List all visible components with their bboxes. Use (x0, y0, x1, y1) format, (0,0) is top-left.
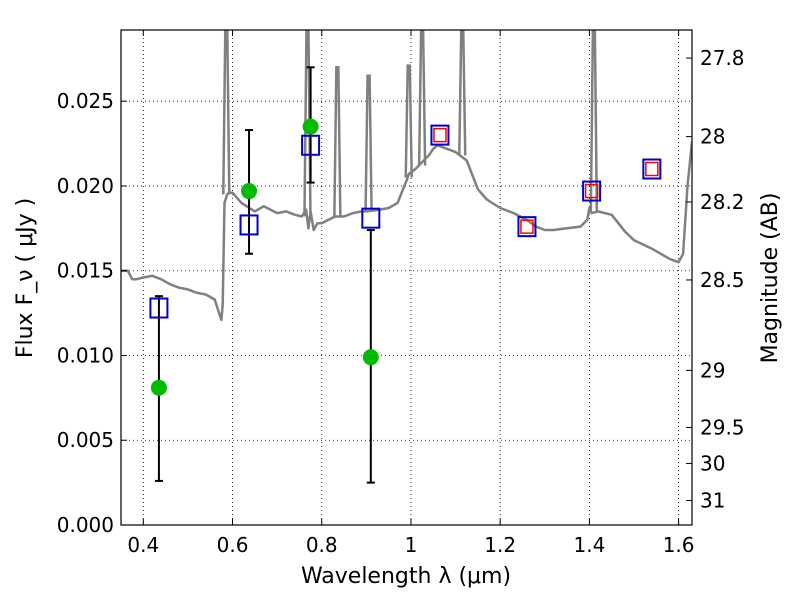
emission-line (333, 66, 342, 217)
mag-tick-label: 29 (700, 358, 725, 382)
grid-lines (121, 30, 692, 526)
emission-line (589, 30, 599, 212)
emission-line (404, 64, 413, 178)
blue-square-point (430, 124, 450, 146)
y-tick-label: 0.025 (57, 89, 114, 113)
blue-square-point (642, 158, 662, 180)
plot-frame (120, 29, 693, 526)
x-tick-label: 1 (405, 533, 418, 557)
y-tick-label: 0.010 (57, 343, 114, 367)
green-data-point (241, 183, 258, 200)
photometry-layer (149, 66, 662, 484)
x-axis-label: Wavelength λ (μm) (301, 564, 511, 589)
emission-line (222, 30, 231, 195)
red-square-point (433, 127, 447, 143)
axis-labels: Wavelength λ (μm) Flux F_ν ( μJy ) Magni… (13, 193, 783, 589)
y-tick-label: 0.020 (57, 174, 114, 198)
mag-tick-label: 28.5 (700, 268, 745, 292)
spectrum-layer (121, 30, 692, 322)
y-tick-label: 0.015 (57, 259, 114, 283)
mag-tick-label: 31 (700, 488, 725, 512)
y-axis-label: Flux F_ν ( μJy ) (13, 198, 38, 358)
x-tick-label: 1.4 (573, 533, 605, 557)
blue-square-point (301, 134, 321, 156)
red-square-point (584, 183, 599, 199)
spectrum-curve (121, 141, 692, 322)
y-tick-label: 0.000 (57, 513, 114, 537)
y2-axis-label: Magnitude (AB) (758, 193, 783, 364)
blue-square-point (239, 214, 259, 236)
blue-square-point (582, 180, 602, 202)
emission-line (364, 74, 373, 212)
emission-line (458, 30, 467, 156)
x-tick-label: 1.6 (663, 533, 695, 557)
mag-tick-label: 30 (700, 451, 725, 475)
x-tick-label: 0.4 (127, 533, 159, 557)
red-square-point (645, 161, 659, 177)
blue-square-point (517, 216, 537, 238)
blue-square-point (361, 207, 381, 229)
red-square-point (520, 219, 534, 234)
mag-tick-label: 29.5 (700, 415, 745, 439)
y-tick-label: 0.005 (57, 428, 114, 452)
green-data-point (150, 379, 167, 396)
x-tick-label: 0.8 (306, 533, 338, 557)
x-tick-label: 0.6 (217, 533, 249, 557)
axis-ticks: 0.4 0.6 0.8 1 1.2 1.4 1.6 0.000 0.005 0.010 0.015 0… (57, 30, 745, 557)
mag-tick-label: 28 (700, 125, 725, 149)
mag-tick-label: 28.2 (700, 190, 745, 214)
green-data-point (302, 118, 319, 135)
x-tick-label: 1.2 (484, 533, 516, 557)
emission-line (417, 30, 427, 166)
green-data-point (362, 349, 379, 366)
blue-square-point (149, 297, 169, 319)
mag-tick-label: 27.8 (700, 46, 745, 70)
